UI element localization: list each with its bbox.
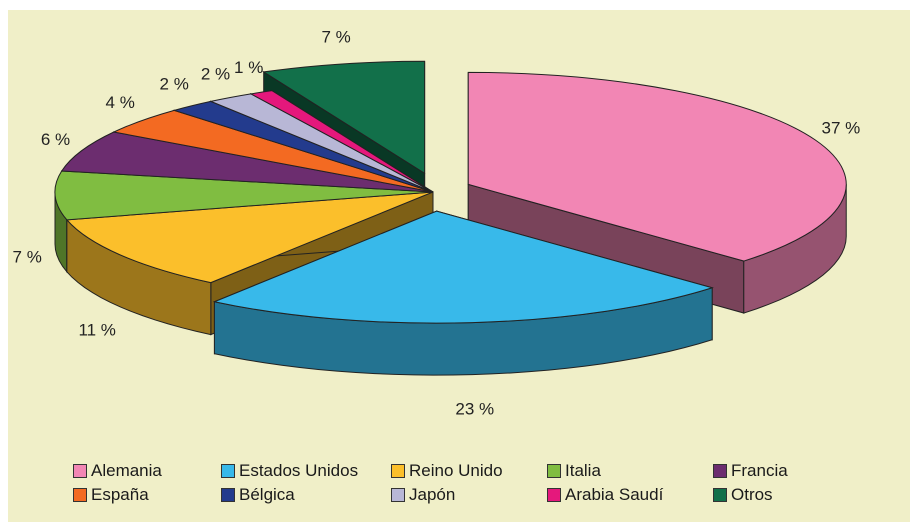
legend-swatch: [391, 488, 405, 502]
data-label-italia: 7 %: [13, 247, 42, 266]
legend: Alemania Estados Unidos Reino Unido Italia F…: [73, 461, 903, 505]
slice-arabia-saudi: [249, 90, 434, 193]
legend-swatch: [391, 464, 405, 478]
slice-alemania: [467, 71, 847, 262]
legend-item-otros: Otros: [713, 485, 893, 505]
legend-label: Francia: [731, 461, 788, 480]
legend-item-francia: Francia: [713, 461, 893, 481]
data-label-alemania: 37 %: [822, 119, 861, 138]
legend-item-reino-unido: Reino Unido: [391, 461, 547, 481]
slice-reino-unido: [65, 191, 434, 284]
legend-item-japon: Japón: [391, 485, 547, 505]
data-label-belgica: 2 %: [160, 75, 189, 94]
legend-item-alemania: Alemania: [73, 461, 221, 481]
slice-francia: [60, 131, 434, 193]
legend-item-estados-unidos: Estados Unidos: [221, 461, 391, 481]
data-label-japon: 2 %: [201, 65, 230, 84]
data-label-arabia-saudi: 1 %: [234, 58, 263, 77]
slice-otros: [262, 60, 426, 175]
data-label-reino-unido: 11 %: [78, 321, 116, 340]
data-label-otros: 7 %: [321, 28, 350, 47]
slice-estados-unidos: [212, 210, 714, 324]
legend-swatch: [221, 464, 235, 478]
slice-italia: [54, 170, 434, 221]
legend-swatch: [547, 488, 561, 502]
legend-swatch: [713, 488, 727, 502]
legend-label: Estados Unidos: [239, 461, 359, 480]
legend-swatch: [713, 464, 727, 478]
legend-swatch: [73, 464, 87, 478]
legend-swatch: [73, 488, 87, 502]
legend-label: Italia: [565, 461, 601, 480]
legend-label: Otros: [731, 485, 773, 504]
legend-label: Japón: [409, 485, 456, 504]
legend-swatch: [547, 464, 561, 478]
legend-label: Alemania: [91, 461, 162, 480]
legend-item-arabia-saudi: Arabia Saudí: [547, 485, 713, 505]
legend-label: Arabia Saudí: [565, 485, 664, 504]
legend-item-italia: Italia: [547, 461, 713, 481]
data-label-francia: 6 %: [41, 130, 70, 149]
legend-item-espana: España: [73, 485, 221, 505]
chart-panel: 37 % 23 % 11 % 7 % 6 % 4 % 2 % 2 % 1 % 7 % Aleman…: [8, 10, 910, 522]
data-label-espana: 4 %: [106, 93, 135, 112]
legend-item-belgica: Bélgica: [221, 485, 391, 505]
pie-chart: 37 %23 %11 %7 %6 %4 %2 %2 % 1 %7 %: [13, 28, 861, 419]
legend-label: Reino Unido: [409, 461, 503, 480]
data-label-estados-unidos: 23 %: [455, 400, 494, 419]
legend-swatch: [221, 488, 235, 502]
legend-label: España: [91, 485, 149, 504]
legend-label: Bélgica: [239, 485, 295, 504]
